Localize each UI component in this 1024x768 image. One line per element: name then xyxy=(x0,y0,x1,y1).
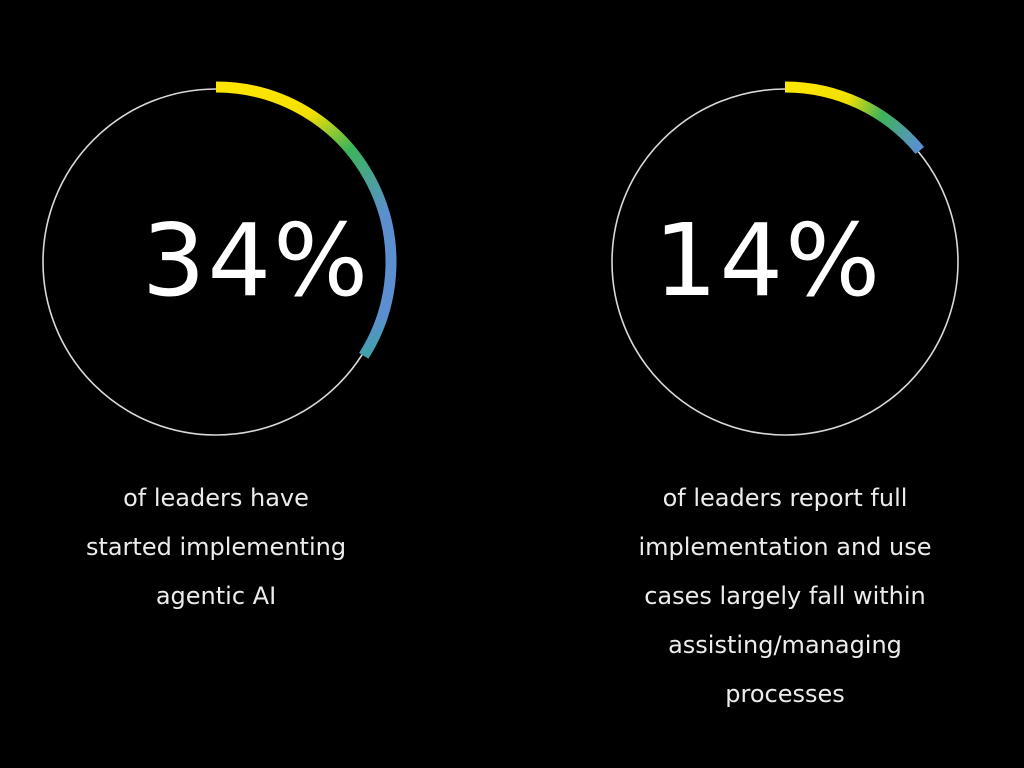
ring-progress-arc xyxy=(784,81,925,154)
stat-caption: of leaders report full implementation an… xyxy=(576,474,994,719)
ring-track xyxy=(611,88,959,436)
stat-caption: of leaders have started implementing age… xyxy=(30,474,402,621)
caption-line: implementation and use xyxy=(638,533,932,561)
caption-line: started implementing xyxy=(85,533,347,561)
caption-line: of leaders have xyxy=(123,484,309,512)
ring-progress-arc xyxy=(215,81,397,359)
stat-card-started-implementing: 34% of leaders have started implementing… xyxy=(30,81,402,621)
progress-ring-34 xyxy=(42,81,397,436)
stat-card-full-implementation: 14% of leaders report full implementatio… xyxy=(512,0,1024,768)
caption-line: of leaders report full xyxy=(662,484,908,512)
stat-value: 14% xyxy=(653,202,883,319)
progress-ring-14 xyxy=(611,81,959,436)
caption-line: agentic AI xyxy=(155,582,277,610)
caption-line: cases largely fall within xyxy=(644,582,926,610)
caption-line: processes xyxy=(725,680,845,708)
stat-value: 34% xyxy=(141,202,371,319)
caption-line: assisting/managing xyxy=(668,631,902,659)
